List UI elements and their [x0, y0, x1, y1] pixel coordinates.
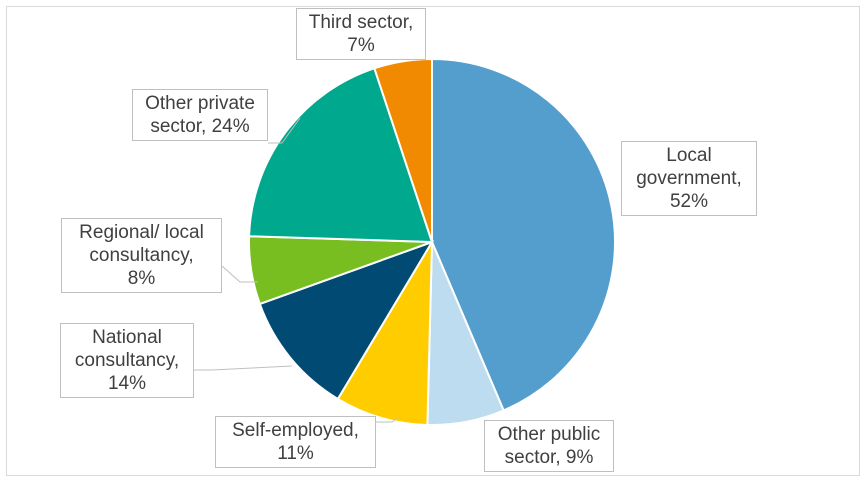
leader-line-self-employed [376, 417, 399, 423]
pie-slice-third-sector [373, 57, 433, 243]
leader-line-national [194, 365, 293, 371]
pie-slice-national-consultancy [258, 240, 435, 401]
label-local-government: Local government, 52% [621, 141, 757, 216]
label-third-sector: Third sector, 7% [296, 8, 426, 60]
label-self-employed: Self-employed, 11% [215, 416, 376, 468]
leader-line-regional [221, 265, 258, 283]
pie-slice-local-government [431, 57, 616, 412]
label-national-consultancy: National consultancy, 14% [60, 323, 194, 398]
leader-line-other-private [268, 117, 301, 144]
label-regional-local-consultancy: Regional/ local consultancy, 8% [61, 218, 222, 293]
pie-slice-other-private-sector [248, 67, 434, 244]
label-other-private-sector: Other private sector, 24% [132, 89, 268, 141]
label-other-public-sector: Other public sector, 9% [484, 420, 614, 472]
pie-slice-self-employed [336, 238, 434, 426]
